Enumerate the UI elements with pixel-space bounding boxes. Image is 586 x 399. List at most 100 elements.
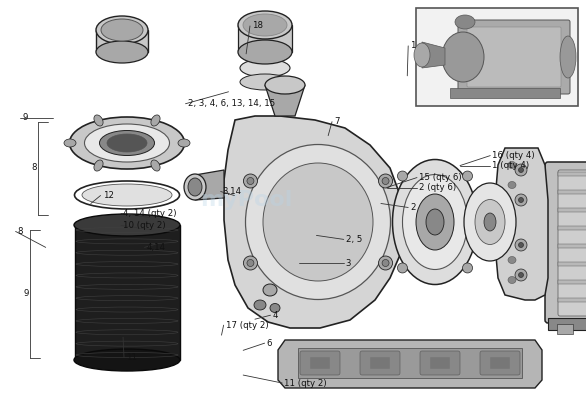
Ellipse shape (484, 213, 496, 231)
FancyBboxPatch shape (360, 351, 400, 375)
Polygon shape (422, 42, 445, 68)
FancyBboxPatch shape (467, 27, 561, 87)
Ellipse shape (101, 19, 143, 41)
FancyBboxPatch shape (545, 162, 586, 323)
Text: 10 (qty 2): 10 (qty 2) (123, 221, 166, 230)
Ellipse shape (464, 183, 516, 261)
Ellipse shape (240, 74, 290, 90)
Ellipse shape (508, 162, 516, 168)
Ellipse shape (265, 76, 305, 94)
Text: 7: 7 (334, 117, 339, 126)
Ellipse shape (263, 284, 277, 296)
Ellipse shape (96, 41, 148, 63)
Text: 11: 11 (126, 353, 137, 361)
Bar (558, 262, 586, 266)
Bar (416, 8, 578, 106)
Ellipse shape (442, 32, 484, 82)
Ellipse shape (240, 59, 290, 77)
Ellipse shape (379, 174, 393, 188)
Ellipse shape (414, 43, 430, 67)
Text: 4,14: 4,14 (146, 243, 166, 252)
Ellipse shape (243, 256, 257, 270)
Text: 17 (qty 2): 17 (qty 2) (226, 321, 268, 330)
Bar (430, 357, 450, 369)
Polygon shape (495, 148, 548, 300)
Ellipse shape (254, 300, 266, 310)
Text: 8: 8 (31, 164, 37, 172)
Polygon shape (75, 225, 180, 360)
Ellipse shape (508, 182, 516, 188)
Ellipse shape (416, 194, 454, 250)
Text: 11 (qty 2): 11 (qty 2) (284, 379, 327, 387)
Ellipse shape (519, 168, 523, 172)
Ellipse shape (184, 174, 206, 200)
Bar (370, 357, 390, 369)
Ellipse shape (96, 16, 148, 44)
Bar (490, 357, 510, 369)
Ellipse shape (270, 304, 280, 312)
Ellipse shape (107, 134, 147, 152)
Bar (558, 244, 586, 248)
Ellipse shape (462, 263, 472, 273)
FancyBboxPatch shape (480, 351, 520, 375)
Ellipse shape (238, 11, 292, 39)
Ellipse shape (243, 14, 287, 36)
Ellipse shape (519, 243, 523, 247)
Ellipse shape (393, 160, 478, 284)
Bar (558, 226, 586, 230)
FancyBboxPatch shape (300, 351, 340, 375)
Ellipse shape (382, 259, 389, 267)
Bar (558, 298, 586, 302)
Bar (558, 172, 586, 176)
Ellipse shape (64, 139, 76, 147)
FancyBboxPatch shape (558, 170, 586, 316)
Text: myPool: myPool (200, 190, 292, 209)
Ellipse shape (188, 178, 202, 196)
Ellipse shape (246, 144, 390, 300)
Text: 3: 3 (346, 259, 351, 268)
Ellipse shape (178, 139, 190, 147)
Bar (558, 208, 586, 212)
Polygon shape (238, 25, 292, 52)
Ellipse shape (263, 163, 373, 281)
Bar (558, 280, 586, 284)
Ellipse shape (475, 200, 505, 245)
Text: 6: 6 (267, 339, 272, 348)
Text: 16 (qty 4): 16 (qty 4) (492, 151, 535, 160)
Polygon shape (548, 318, 586, 330)
Text: 1: 1 (410, 41, 415, 50)
Ellipse shape (151, 115, 160, 126)
Text: 15 (qty 6): 15 (qty 6) (419, 173, 462, 182)
Polygon shape (96, 30, 148, 52)
Text: 9: 9 (22, 113, 28, 122)
Ellipse shape (94, 160, 103, 171)
Bar (310, 357, 330, 369)
Ellipse shape (515, 164, 527, 176)
Text: 4: 4 (272, 311, 278, 320)
Ellipse shape (151, 160, 160, 171)
Ellipse shape (74, 349, 180, 371)
Text: 1 (qty 4): 1 (qty 4) (492, 161, 529, 170)
Ellipse shape (238, 40, 292, 64)
Text: 2, 5: 2, 5 (346, 235, 362, 244)
Ellipse shape (74, 214, 180, 236)
FancyBboxPatch shape (458, 20, 570, 94)
Text: 2: 2 (410, 203, 415, 212)
Bar (558, 190, 586, 194)
Ellipse shape (455, 15, 475, 29)
Polygon shape (298, 348, 522, 378)
Polygon shape (224, 116, 402, 328)
Ellipse shape (519, 198, 523, 203)
Ellipse shape (403, 174, 468, 269)
Ellipse shape (100, 130, 155, 156)
Text: 9: 9 (23, 290, 29, 298)
Ellipse shape (247, 178, 254, 184)
Ellipse shape (397, 263, 407, 273)
Bar (557, 324, 573, 334)
Text: 2, 3, 4, 6, 13, 14, 15: 2, 3, 4, 6, 13, 14, 15 (188, 99, 275, 108)
Ellipse shape (247, 259, 254, 267)
Polygon shape (195, 170, 224, 200)
FancyBboxPatch shape (420, 351, 460, 375)
Ellipse shape (70, 117, 185, 169)
Ellipse shape (515, 194, 527, 206)
